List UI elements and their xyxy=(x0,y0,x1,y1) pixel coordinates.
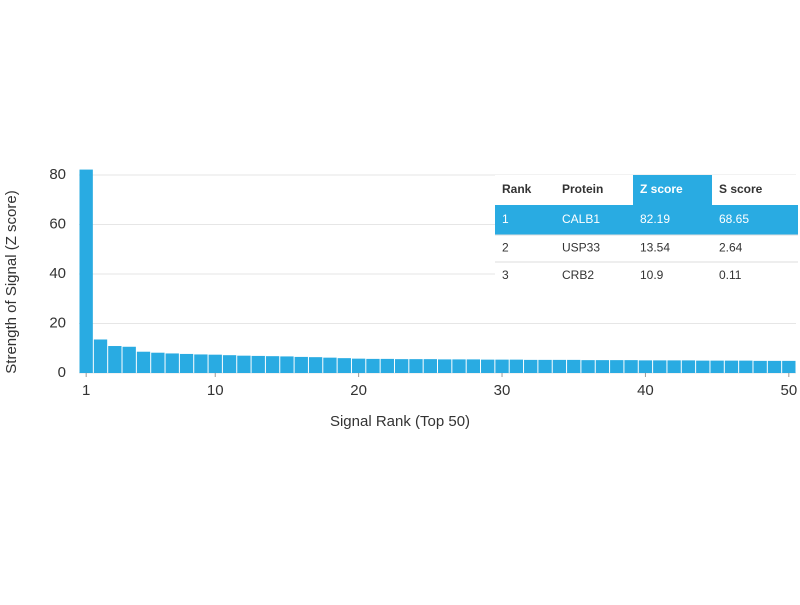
x-tick-label: 10 xyxy=(207,382,224,399)
bar xyxy=(122,346,136,373)
bar xyxy=(409,359,423,373)
bar xyxy=(524,359,538,373)
table-cell: 10.9 xyxy=(640,268,664,282)
table-cell: 82.19 xyxy=(640,212,670,226)
bar xyxy=(509,359,524,373)
y-tick-label: 20 xyxy=(49,314,66,331)
y-tick-label: 0 xyxy=(58,364,66,381)
bar xyxy=(667,360,681,373)
table-cell: 68.65 xyxy=(719,212,749,226)
bar xyxy=(251,355,265,373)
table-header: S score xyxy=(719,182,763,196)
table-cell: 13.54 xyxy=(640,241,670,255)
table-cell: USP33 xyxy=(562,241,600,255)
x-tick-label: 1 xyxy=(82,382,90,399)
table-cell: 2 xyxy=(502,241,509,255)
bar xyxy=(280,356,294,373)
bar xyxy=(724,360,739,373)
bar xyxy=(739,360,753,373)
bar xyxy=(567,359,581,373)
y-tick-label: 80 xyxy=(49,166,66,183)
header-highlight xyxy=(633,175,712,205)
bar xyxy=(237,355,251,373)
bar xyxy=(308,357,323,373)
bar xyxy=(208,354,222,373)
table-cell: 2.64 xyxy=(719,241,743,255)
y-tick-label: 40 xyxy=(49,265,66,282)
bar xyxy=(222,355,237,373)
bar xyxy=(538,359,552,373)
x-axis-label: Signal Rank (Top 50) xyxy=(330,413,470,430)
bar xyxy=(179,353,194,373)
bar xyxy=(753,360,767,373)
table-cell: 3 xyxy=(502,268,509,282)
x-tick-label: 40 xyxy=(637,382,654,399)
bar xyxy=(151,352,165,373)
bar xyxy=(624,360,638,373)
y-axis-label: Strength of Signal (Z score) xyxy=(3,190,20,373)
bar xyxy=(194,354,208,373)
bar xyxy=(595,360,610,373)
bar xyxy=(552,359,567,373)
bar xyxy=(710,360,724,373)
table-cell: CRB2 xyxy=(562,268,594,282)
bar xyxy=(438,359,452,373)
bar xyxy=(136,351,151,373)
table-header: Protein xyxy=(562,182,603,196)
bar xyxy=(165,353,179,373)
bar xyxy=(767,360,782,373)
bar xyxy=(653,360,667,373)
bar xyxy=(452,359,466,373)
table-cell: 0.11 xyxy=(719,268,742,282)
table-cell: 1 xyxy=(502,212,509,226)
table-header: Rank xyxy=(502,182,532,196)
bar xyxy=(265,356,280,373)
bar xyxy=(351,358,366,373)
bar xyxy=(782,360,796,373)
table-cell: CALB1 xyxy=(562,212,600,226)
table-header: Z score xyxy=(640,182,683,196)
x-tick-label: 30 xyxy=(494,382,511,399)
bar xyxy=(337,358,351,373)
bar xyxy=(495,359,509,373)
bar xyxy=(394,359,409,373)
bar xyxy=(481,359,495,373)
bar xyxy=(423,359,437,373)
bar xyxy=(93,339,108,373)
bar xyxy=(581,360,595,373)
bar xyxy=(610,360,624,373)
bar xyxy=(380,358,394,373)
bar xyxy=(294,356,308,373)
bar xyxy=(638,360,653,373)
bar xyxy=(466,359,481,373)
y-tick-label: 60 xyxy=(49,215,66,232)
bar xyxy=(366,358,380,373)
bar xyxy=(108,346,122,373)
row-highlight xyxy=(495,205,798,235)
bar xyxy=(696,360,710,373)
x-tick-label: 20 xyxy=(350,382,367,399)
bar xyxy=(79,169,93,373)
x-tick-label: 50 xyxy=(780,382,797,399)
bar xyxy=(323,357,337,373)
bar xyxy=(681,360,696,373)
